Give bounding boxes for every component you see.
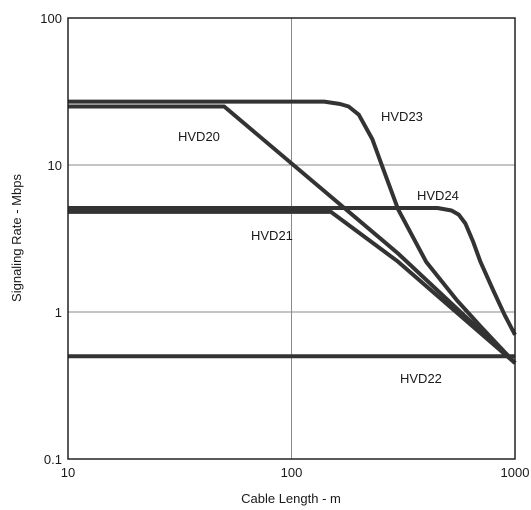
series-line-hvd20	[68, 104, 517, 365]
tick-labels: 10 100 1000 100 10 1 0.1	[40, 11, 529, 480]
y-tick-label: 1	[55, 305, 62, 320]
series-line-hvd24	[68, 206, 517, 336]
series-label-hvd23: HVD23	[381, 109, 423, 124]
series-labels: HVD20 HVD21 HVD22 HVD23 HVD24	[178, 109, 459, 386]
y-axis-title: Signaling Rate - Mbps	[9, 174, 24, 302]
y-tick-label: 0.1	[44, 452, 62, 467]
series-label-hvd24: HVD24	[417, 188, 459, 203]
plot-frame	[67, 17, 516, 460]
x-tick-label: 10	[61, 465, 75, 480]
y-tick-label: 100	[40, 11, 62, 26]
series-line-hvd23	[68, 99, 517, 365]
x-tick-label: 1000	[501, 465, 530, 480]
series-label-hvd20: HVD20	[178, 129, 220, 144]
x-tick-label: 100	[281, 465, 303, 480]
series-line-hvd21	[68, 209, 517, 365]
x-axis-title: Cable Length - m	[241, 491, 341, 506]
series-label-hvd21: HVD21	[251, 228, 293, 243]
series-lines	[68, 99, 517, 365]
series-label-hvd22: HVD22	[400, 371, 442, 386]
y-tick-label: 10	[48, 158, 62, 173]
